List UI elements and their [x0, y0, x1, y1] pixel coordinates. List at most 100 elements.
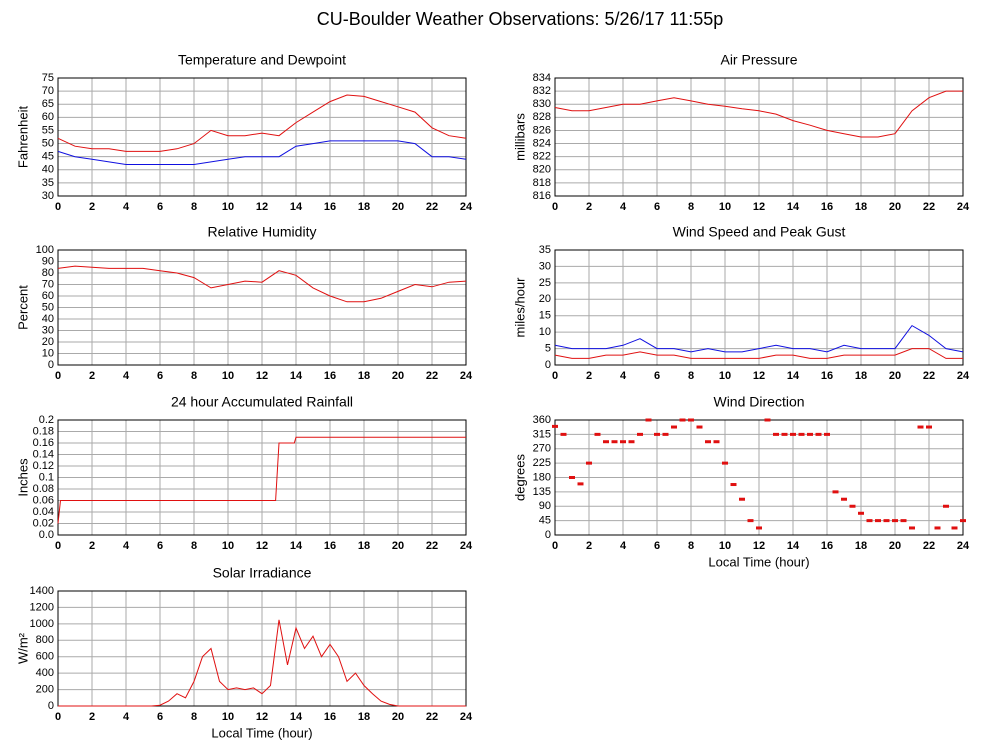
x-tick-label xt: 18	[358, 201, 370, 213]
scatter-point	[781, 432, 788, 436]
scatter-point	[654, 432, 660, 436]
y-tick-label: 25	[539, 277, 551, 289]
y-tick-label: 100	[36, 244, 54, 256]
x-tick-label xt: 22	[923, 540, 935, 552]
y-tick-label: 0	[545, 359, 551, 371]
page-title: CU-Boulder Weather Observations: 5/26/17…	[317, 9, 724, 29]
plot-frame	[57, 590, 467, 707]
y-tick-label: 40	[42, 313, 54, 325]
plot-frame	[554, 419, 964, 536]
x-tick-label xt: 8	[191, 370, 197, 382]
x-tick-label xt: 18	[855, 370, 867, 382]
x-tick-label xt: 0	[55, 711, 61, 723]
scatter-point	[679, 418, 686, 422]
x-tick-label xt: 12	[256, 201, 268, 213]
x-tick-label xt: 6	[654, 370, 660, 382]
y-tick-label: 35	[539, 244, 551, 256]
y-tick-label: 824	[533, 137, 551, 149]
scatter-point	[560, 432, 567, 436]
scatter-point	[858, 511, 864, 515]
x-tick-label xt: 0	[552, 540, 558, 552]
y-tick-label: 55	[42, 124, 54, 136]
y-axis-label: W/m²	[15, 632, 30, 664]
y-tick-label: 0.14	[33, 448, 54, 460]
scatter-point	[552, 424, 558, 428]
scatter-point	[577, 482, 584, 486]
x-tick-label xt: 10	[222, 540, 234, 552]
scatter-point	[841, 497, 847, 501]
x-tick-label xt: 22	[923, 370, 935, 382]
y-tick-label: 600	[36, 651, 54, 663]
series-line	[57, 436, 466, 524]
scatter-point	[696, 425, 703, 429]
series-line	[57, 94, 467, 152]
y-tick-label: 30	[42, 190, 54, 202]
series-line	[57, 140, 467, 165]
x-tick-label xt: 10	[719, 370, 731, 382]
x-tick-label xt: 24	[957, 540, 970, 552]
y-tick-label: 0.12	[33, 460, 54, 472]
x-tick-label xt: 14	[290, 370, 303, 382]
y-tick-label: 0	[48, 359, 54, 371]
x-tick-label xt: 20	[392, 711, 404, 723]
y-tick-label: 20	[42, 336, 54, 348]
scatter-point	[637, 432, 643, 436]
x-tick-label xt: 0	[552, 201, 558, 213]
y-axis-label: Fahrenheit	[15, 106, 30, 169]
y-tick-label: 0.08	[33, 483, 54, 495]
y-tick-label: 90	[539, 500, 551, 512]
x-tick-label xt: 22	[426, 540, 438, 552]
y-tick-label: 830	[533, 98, 551, 110]
y-tick-label: 50	[42, 301, 54, 313]
scatter-point	[832, 490, 839, 494]
x-tick-label xt: 12	[753, 540, 765, 552]
x-tick-label xt: 4	[123, 540, 130, 552]
x-tick-label xt: 12	[256, 370, 268, 382]
scatter-point	[688, 418, 694, 422]
y-tick-label: 50	[42, 137, 54, 149]
series-line	[554, 90, 963, 138]
y-tick-label: 826	[533, 124, 551, 136]
y-tick-label: 0.2	[39, 414, 54, 426]
y-tick-label: 200	[36, 683, 54, 695]
plot-frame	[57, 77, 467, 197]
x-tick-label xt: 2	[89, 711, 95, 723]
x-tick-label xt: 12	[256, 711, 268, 723]
scatter-point	[790, 432, 796, 436]
y-tick-label: 0.06	[33, 494, 54, 506]
y-tick-label: 35	[42, 177, 54, 189]
y-tick-label: 30	[42, 324, 54, 336]
x-tick-label xt: 0	[552, 370, 558, 382]
x-axis-label: Local Time (hour)	[708, 554, 809, 569]
y-tick-label: 15	[539, 310, 551, 322]
x-tick-label xt: 14	[290, 540, 303, 552]
x-tick-label xt: 18	[358, 711, 370, 723]
y-tick-label: 180	[533, 471, 551, 483]
x-axis-label: Local Time (hour)	[211, 725, 312, 740]
scatter-point	[662, 432, 669, 436]
y-tick-label: 135	[533, 486, 551, 498]
x-tick-label xt: 12	[753, 370, 765, 382]
x-tick-label xt: 6	[654, 540, 660, 552]
x-tick-label xt: 24	[460, 201, 473, 213]
scatter-point	[586, 461, 592, 465]
y-tick-label: 832	[533, 85, 551, 97]
x-tick-label xt: 14	[290, 201, 303, 213]
x-tick-label xt: 20	[392, 201, 404, 213]
scatter-point	[807, 432, 813, 436]
x-tick-label xt: 8	[688, 201, 694, 213]
y-tick-label: 822	[533, 151, 551, 163]
series-line	[554, 348, 963, 359]
x-tick-label xt: 2	[89, 540, 95, 552]
y-axis-label: degrees	[512, 454, 527, 501]
scatter-point	[730, 483, 737, 487]
y-tick-label: 0.18	[33, 425, 54, 437]
x-tick-label xt: 14	[290, 711, 303, 723]
x-tick-label xt: 24	[460, 540, 473, 552]
y-tick-label: 0.16	[33, 437, 54, 449]
x-tick-label xt: 0	[55, 201, 61, 213]
x-tick-label xt: 10	[719, 201, 731, 213]
y-tick-label: 80	[42, 267, 54, 279]
x-tick-label xt: 18	[358, 370, 370, 382]
y-tick-label: 225	[533, 457, 551, 469]
